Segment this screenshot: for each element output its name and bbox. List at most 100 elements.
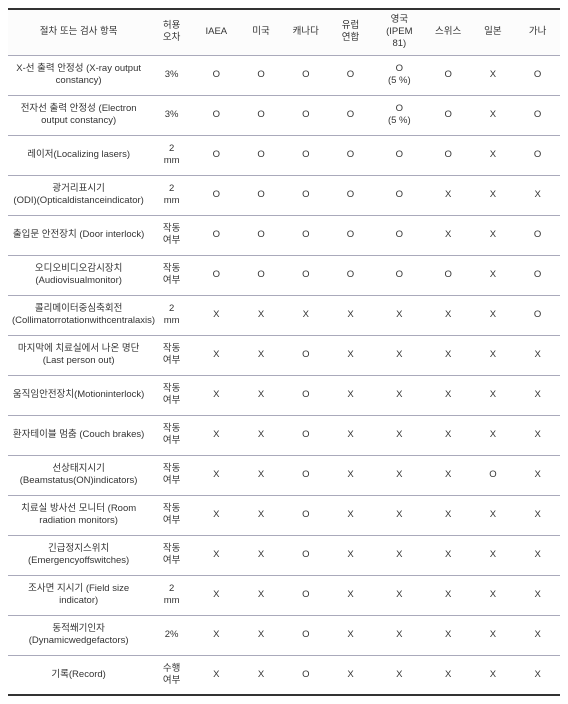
value-cell: X bbox=[515, 495, 560, 535]
value-cell: X bbox=[328, 415, 373, 455]
tolerance-cell: 2mm bbox=[149, 295, 194, 335]
value-cell: O(5 %) bbox=[373, 55, 426, 95]
value-cell: X bbox=[471, 535, 516, 575]
value-cell: O bbox=[194, 255, 239, 295]
col-header: 스위스 bbox=[426, 9, 471, 55]
value-cell: X bbox=[239, 535, 284, 575]
item-name-cell: 콜리메이터중심축회전(Collimatorrotationwithcentral… bbox=[8, 295, 149, 335]
value-cell: O bbox=[283, 135, 328, 175]
table-row: 환자테이블 멈춤 (Couch brakes)작동여부XXOXXXXX bbox=[8, 415, 560, 455]
value-cell: O bbox=[373, 175, 426, 215]
value-cell: X bbox=[239, 575, 284, 615]
value-cell: X bbox=[426, 535, 471, 575]
tolerance-cell: 3% bbox=[149, 55, 194, 95]
value-cell: O bbox=[239, 175, 284, 215]
value-cell: X bbox=[373, 575, 426, 615]
value-cell: X bbox=[194, 575, 239, 615]
tolerance-cell: 작동여부 bbox=[149, 535, 194, 575]
value-cell: X bbox=[373, 455, 426, 495]
value-cell: O bbox=[194, 135, 239, 175]
value-cell: X bbox=[328, 335, 373, 375]
value-cell: X bbox=[373, 615, 426, 655]
value-cell: X bbox=[194, 615, 239, 655]
col-header: 미국 bbox=[239, 9, 284, 55]
value-cell: O bbox=[194, 215, 239, 255]
value-cell: X bbox=[373, 375, 426, 415]
value-cell: X bbox=[373, 415, 426, 455]
table-row: 선상태지시기(Beamstatus(ON)indicators)작동여부XXOX… bbox=[8, 455, 560, 495]
value-cell: O bbox=[283, 95, 328, 135]
value-cell: X bbox=[239, 455, 284, 495]
tolerance-cell: 2mm bbox=[149, 575, 194, 615]
value-cell: X bbox=[328, 295, 373, 335]
value-cell: X bbox=[194, 655, 239, 695]
table-row: 전자선 출력 안정성 (Electron output constancy)3%… bbox=[8, 95, 560, 135]
value-cell: O bbox=[283, 455, 328, 495]
item-name-cell: 움직임안전장치(Motioninterlock) bbox=[8, 375, 149, 415]
value-cell: O bbox=[283, 495, 328, 535]
value-cell: X bbox=[471, 255, 516, 295]
value-cell: X bbox=[373, 495, 426, 535]
value-cell: X bbox=[283, 295, 328, 335]
value-cell: O bbox=[426, 135, 471, 175]
table-row: 동적쐐기인자(Dynamicwedgefactors)2%XXOXXXXX bbox=[8, 615, 560, 655]
value-cell: O bbox=[515, 135, 560, 175]
value-cell: X bbox=[515, 575, 560, 615]
value-cell: O bbox=[328, 215, 373, 255]
value-cell: X bbox=[239, 375, 284, 415]
value-cell: X bbox=[426, 575, 471, 615]
value-cell: X bbox=[194, 495, 239, 535]
value-cell: O bbox=[426, 55, 471, 95]
value-cell: O bbox=[328, 255, 373, 295]
col-header: 캐나다 bbox=[283, 9, 328, 55]
table-row: 오디오비디오감시장치(Audiovisualmonitor)작동여부OOOOOO… bbox=[8, 255, 560, 295]
value-cell: X bbox=[471, 575, 516, 615]
value-cell: X bbox=[328, 455, 373, 495]
value-cell: X bbox=[471, 615, 516, 655]
value-cell: X bbox=[194, 335, 239, 375]
value-cell: X bbox=[328, 615, 373, 655]
table-row: 치료실 방사선 모니터 (Room radiation monitors)작동여… bbox=[8, 495, 560, 535]
value-cell: X bbox=[471, 415, 516, 455]
item-name-cell: 오디오비디오감시장치(Audiovisualmonitor) bbox=[8, 255, 149, 295]
value-cell: X bbox=[328, 575, 373, 615]
value-cell: X bbox=[194, 535, 239, 575]
value-cell: O bbox=[373, 135, 426, 175]
col-header: 일본 bbox=[471, 9, 516, 55]
value-cell: X bbox=[426, 335, 471, 375]
value-cell: O bbox=[328, 175, 373, 215]
tolerance-cell: 작동여부 bbox=[149, 375, 194, 415]
value-cell: X bbox=[471, 135, 516, 175]
tolerance-cell: 2% bbox=[149, 615, 194, 655]
item-name-cell: X-선 출력 안정성 (X-ray output constancy) bbox=[8, 55, 149, 95]
value-cell: X bbox=[194, 455, 239, 495]
col-header: 유럽연합 bbox=[328, 9, 373, 55]
value-cell: O bbox=[283, 215, 328, 255]
tolerance-cell: 2mm bbox=[149, 135, 194, 175]
col-header: 영국(IPEM81) bbox=[373, 9, 426, 55]
item-name-cell: 레이저(Localizing lasers) bbox=[8, 135, 149, 175]
value-cell: O bbox=[283, 255, 328, 295]
value-cell: X bbox=[515, 375, 560, 415]
table-row: 조사면 지시기 (Field size indicator)2mmXXOXXXX… bbox=[8, 575, 560, 615]
value-cell: X bbox=[239, 335, 284, 375]
table-body: X-선 출력 안정성 (X-ray output constancy)3%OOO… bbox=[8, 55, 560, 695]
value-cell: O bbox=[283, 335, 328, 375]
tolerance-cell: 작동여부 bbox=[149, 415, 194, 455]
value-cell: X bbox=[239, 495, 284, 535]
value-cell: X bbox=[328, 535, 373, 575]
value-cell: X bbox=[373, 295, 426, 335]
col-header: 가나 bbox=[515, 9, 560, 55]
value-cell: O bbox=[283, 655, 328, 695]
qa-check-table: 절차 또는 검사 항목허용오차IAEA미국캐나다유럽연합영국(IPEM81)스위… bbox=[8, 8, 560, 696]
value-cell: X bbox=[471, 175, 516, 215]
tolerance-cell: 3% bbox=[149, 95, 194, 135]
table-header: 절차 또는 검사 항목허용오차IAEA미국캐나다유럽연합영국(IPEM81)스위… bbox=[8, 9, 560, 55]
tolerance-cell: 작동여부 bbox=[149, 215, 194, 255]
value-cell: X bbox=[515, 335, 560, 375]
value-cell: X bbox=[426, 375, 471, 415]
col-header: IAEA bbox=[194, 9, 239, 55]
value-cell: O bbox=[515, 55, 560, 95]
value-cell: O bbox=[426, 95, 471, 135]
item-name-cell: 선상태지시기(Beamstatus(ON)indicators) bbox=[8, 455, 149, 495]
